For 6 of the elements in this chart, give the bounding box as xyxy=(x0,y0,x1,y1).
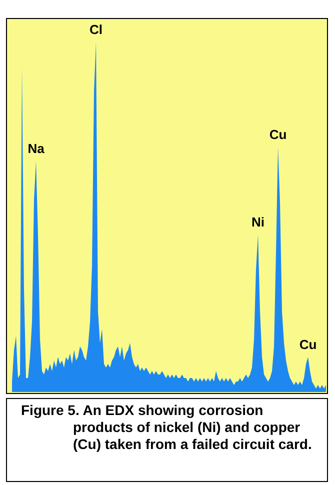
annotation: Cl xyxy=(90,22,102,38)
annotation: Na xyxy=(28,141,46,156)
caption: Figure 5. An EDX showing corrosion products of nickel (Ni) and copper (Cu) taken from a failed circuit card. xyxy=(6,398,328,482)
annotation: Cu xyxy=(299,337,317,352)
annotation: Ni xyxy=(252,214,264,230)
annotation: Cu xyxy=(269,127,287,142)
